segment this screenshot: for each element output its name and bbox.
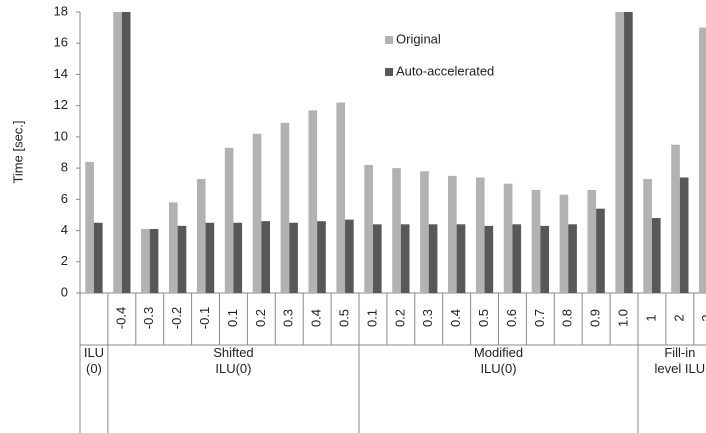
x-tick-label: 0.2	[392, 309, 407, 327]
x-tick-label: 0.1	[364, 309, 379, 327]
y-tick-label: 16	[54, 35, 68, 50]
bar	[113, 12, 122, 293]
bar	[512, 224, 522, 293]
bar	[392, 168, 401, 293]
bar	[484, 225, 494, 293]
legend-label: Original	[396, 31, 441, 46]
y-tick-label: 14	[54, 66, 68, 81]
y-tick-label: 2	[61, 253, 68, 268]
bar	[261, 221, 270, 293]
bar	[400, 224, 410, 293]
y-tick-label: 4	[61, 222, 68, 237]
y-tick-label: 8	[61, 160, 68, 175]
bar	[651, 218, 661, 293]
x-tick-label: 0.2	[253, 309, 268, 327]
x-tick-label: -0.4	[113, 307, 128, 329]
bar	[679, 177, 689, 293]
x-tick-label: 0.3	[420, 309, 435, 327]
bar	[93, 222, 103, 293]
bar	[587, 189, 597, 293]
bar	[420, 171, 429, 293]
bar	[336, 102, 346, 294]
bar	[596, 208, 605, 293]
x-tick-label: 0.7	[532, 309, 547, 327]
bar	[624, 12, 633, 293]
x-tick-label: 0.3	[281, 309, 296, 327]
x-tick-label: 0.8	[560, 309, 575, 327]
bar	[456, 224, 466, 293]
bar	[448, 175, 457, 293]
bar	[503, 183, 513, 293]
bar	[252, 133, 262, 293]
bar	[475, 177, 485, 293]
bar	[559, 194, 569, 293]
bar	[317, 221, 326, 293]
bar	[121, 12, 131, 293]
legend-swatch	[385, 36, 393, 44]
legend-swatch	[385, 68, 393, 76]
bar	[428, 224, 438, 293]
bar	[531, 189, 541, 293]
x-tick-label: 1	[643, 314, 658, 321]
x-tick-label: 3	[699, 314, 706, 321]
bar	[177, 225, 187, 293]
bar	[364, 164, 373, 293]
bar	[205, 222, 215, 293]
y-tick-label: 10	[54, 128, 68, 143]
bar	[196, 179, 206, 293]
bar	[568, 224, 577, 293]
bar	[85, 161, 94, 293]
y-tick-label: 18	[54, 3, 68, 18]
group-label: Shifted ILU(0)	[213, 345, 254, 376]
legend-label: Auto-accelerated	[396, 63, 494, 78]
x-tick-label: 0.4	[448, 309, 463, 327]
bar	[233, 222, 243, 293]
bar	[615, 12, 625, 293]
x-tick-label: 0.4	[309, 309, 324, 327]
y-tick-label: 6	[61, 191, 68, 206]
x-tick-label: -0.3	[141, 307, 156, 329]
x-tick-label: -0.1	[197, 307, 212, 329]
x-tick-label: 2	[671, 314, 686, 321]
bar	[345, 219, 354, 293]
bar	[699, 27, 706, 293]
group-label: Modified ILU(0)	[473, 345, 524, 376]
bar	[289, 222, 298, 293]
bar	[141, 228, 150, 293]
y-tick-label: 0	[61, 284, 68, 299]
bar	[169, 202, 178, 293]
group-label: ILU (0)	[83, 345, 105, 376]
bar	[372, 224, 382, 293]
x-tick-label: 0.5	[336, 309, 351, 327]
bar	[224, 147, 234, 293]
x-tick-label: 0.6	[504, 309, 519, 327]
bar	[308, 110, 318, 293]
bar	[149, 228, 159, 293]
x-tick-label: 0.5	[476, 309, 491, 327]
y-tick-label: 12	[54, 97, 68, 112]
x-tick-label: 0.9	[588, 309, 603, 327]
bar	[643, 179, 652, 293]
x-tick-label: 1.0	[615, 309, 630, 327]
y-axis-label: Time [sec.]	[10, 120, 25, 183]
bar	[671, 144, 680, 293]
group-label: Fill-in level ILU	[654, 345, 706, 376]
x-tick-label: -0.2	[169, 307, 184, 329]
bar	[280, 122, 290, 293]
x-tick-label: 0.1	[225, 309, 240, 327]
bar	[540, 225, 549, 293]
